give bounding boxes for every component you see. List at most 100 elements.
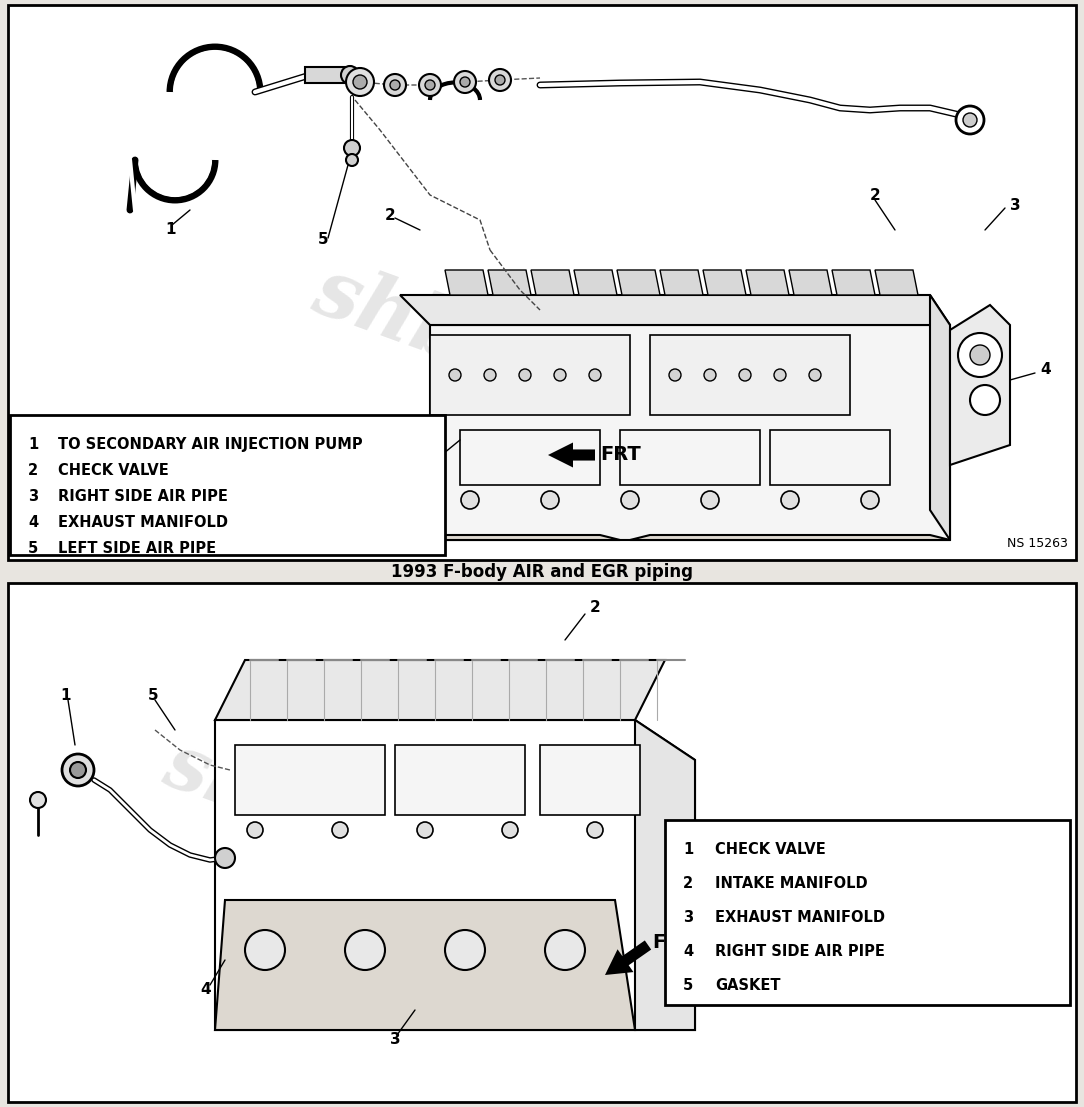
Circle shape — [215, 848, 235, 868]
Circle shape — [446, 930, 485, 970]
Circle shape — [461, 492, 479, 509]
Polygon shape — [575, 270, 617, 294]
Circle shape — [554, 369, 566, 381]
Circle shape — [384, 74, 406, 96]
Circle shape — [449, 369, 461, 381]
Circle shape — [502, 823, 518, 838]
Circle shape — [774, 369, 786, 381]
Polygon shape — [660, 270, 704, 294]
Text: 5: 5 — [149, 687, 158, 703]
Polygon shape — [630, 535, 950, 540]
Polygon shape — [635, 720, 695, 1030]
Circle shape — [346, 154, 358, 166]
Bar — [430, 335, 630, 415]
Circle shape — [495, 75, 505, 85]
Text: shbox.com: shbox.com — [302, 252, 777, 488]
Polygon shape — [704, 270, 746, 294]
Bar — [460, 430, 601, 485]
Polygon shape — [488, 270, 531, 294]
Bar — [540, 745, 640, 815]
Bar — [235, 745, 385, 815]
Text: RIGHT SIDE AIR PIPE: RIGHT SIDE AIR PIPE — [59, 489, 228, 504]
Circle shape — [341, 66, 359, 84]
Text: EXHAUST MANIFOLD: EXHAUST MANIFOLD — [715, 910, 885, 925]
Circle shape — [70, 762, 86, 778]
Circle shape — [669, 369, 681, 381]
Circle shape — [519, 369, 531, 381]
Circle shape — [353, 75, 367, 89]
Circle shape — [588, 823, 603, 838]
Polygon shape — [446, 270, 488, 294]
Polygon shape — [215, 900, 635, 1030]
Circle shape — [30, 792, 46, 808]
Polygon shape — [930, 294, 950, 540]
Circle shape — [956, 106, 984, 134]
Bar — [8, 6, 1076, 560]
Text: 2: 2 — [28, 463, 38, 478]
Text: 1: 1 — [165, 223, 176, 238]
Polygon shape — [215, 720, 695, 1030]
Text: 2: 2 — [590, 600, 601, 615]
Polygon shape — [875, 270, 918, 294]
Circle shape — [390, 80, 400, 90]
Text: CHECK VALVE: CHECK VALVE — [59, 463, 169, 478]
Text: 1993 F-body AIR and EGR piping: 1993 F-body AIR and EGR piping — [391, 563, 693, 581]
Circle shape — [970, 345, 990, 365]
Polygon shape — [400, 294, 950, 325]
Circle shape — [541, 492, 559, 509]
Circle shape — [489, 69, 511, 91]
Text: FRT: FRT — [651, 932, 693, 952]
Circle shape — [780, 492, 799, 509]
Circle shape — [739, 369, 751, 381]
Text: 4: 4 — [683, 944, 693, 959]
Bar — [395, 745, 525, 815]
Text: 2: 2 — [683, 876, 693, 891]
Text: 3: 3 — [28, 489, 38, 504]
Text: 1: 1 — [60, 687, 70, 703]
Circle shape — [704, 369, 717, 381]
Bar — [770, 430, 890, 485]
Text: 1: 1 — [28, 437, 38, 452]
Circle shape — [545, 930, 585, 970]
Text: 5: 5 — [318, 232, 328, 248]
Text: GASKET: GASKET — [715, 977, 780, 993]
Text: 4: 4 — [28, 515, 38, 530]
Circle shape — [332, 823, 348, 838]
Text: 5: 5 — [683, 977, 694, 993]
Bar — [664, 820, 1070, 1005]
Bar — [620, 430, 760, 485]
Circle shape — [621, 492, 638, 509]
Circle shape — [970, 385, 1001, 415]
Polygon shape — [950, 306, 1010, 465]
Polygon shape — [410, 535, 620, 540]
Bar — [8, 583, 1076, 1101]
Circle shape — [417, 823, 433, 838]
Polygon shape — [531, 270, 575, 294]
Polygon shape — [746, 270, 789, 294]
Circle shape — [958, 333, 1002, 377]
Polygon shape — [833, 270, 875, 294]
Text: NS 15263: NS 15263 — [1007, 537, 1068, 550]
Circle shape — [483, 369, 496, 381]
Circle shape — [344, 139, 360, 156]
Text: INTAKE MANIFOLD: INTAKE MANIFOLD — [715, 876, 867, 891]
Circle shape — [245, 930, 285, 970]
Polygon shape — [215, 660, 664, 720]
Text: 1: 1 — [683, 842, 694, 857]
Text: CHECK VALVE: CHECK VALVE — [715, 842, 826, 857]
Circle shape — [62, 754, 94, 786]
Text: shbox.com: shbox.com — [154, 727, 606, 952]
Text: 2: 2 — [870, 187, 880, 203]
Text: RIGHT SIDE AIR PIPE: RIGHT SIDE AIR PIPE — [715, 944, 885, 959]
Circle shape — [346, 68, 374, 96]
Circle shape — [425, 80, 435, 90]
Circle shape — [589, 369, 601, 381]
Text: FRT: FRT — [601, 445, 641, 465]
Polygon shape — [789, 270, 833, 294]
Circle shape — [861, 492, 879, 509]
Text: 3: 3 — [1010, 197, 1021, 213]
Polygon shape — [430, 325, 950, 540]
Text: 4: 4 — [201, 983, 210, 997]
Circle shape — [701, 492, 719, 509]
Circle shape — [345, 930, 385, 970]
